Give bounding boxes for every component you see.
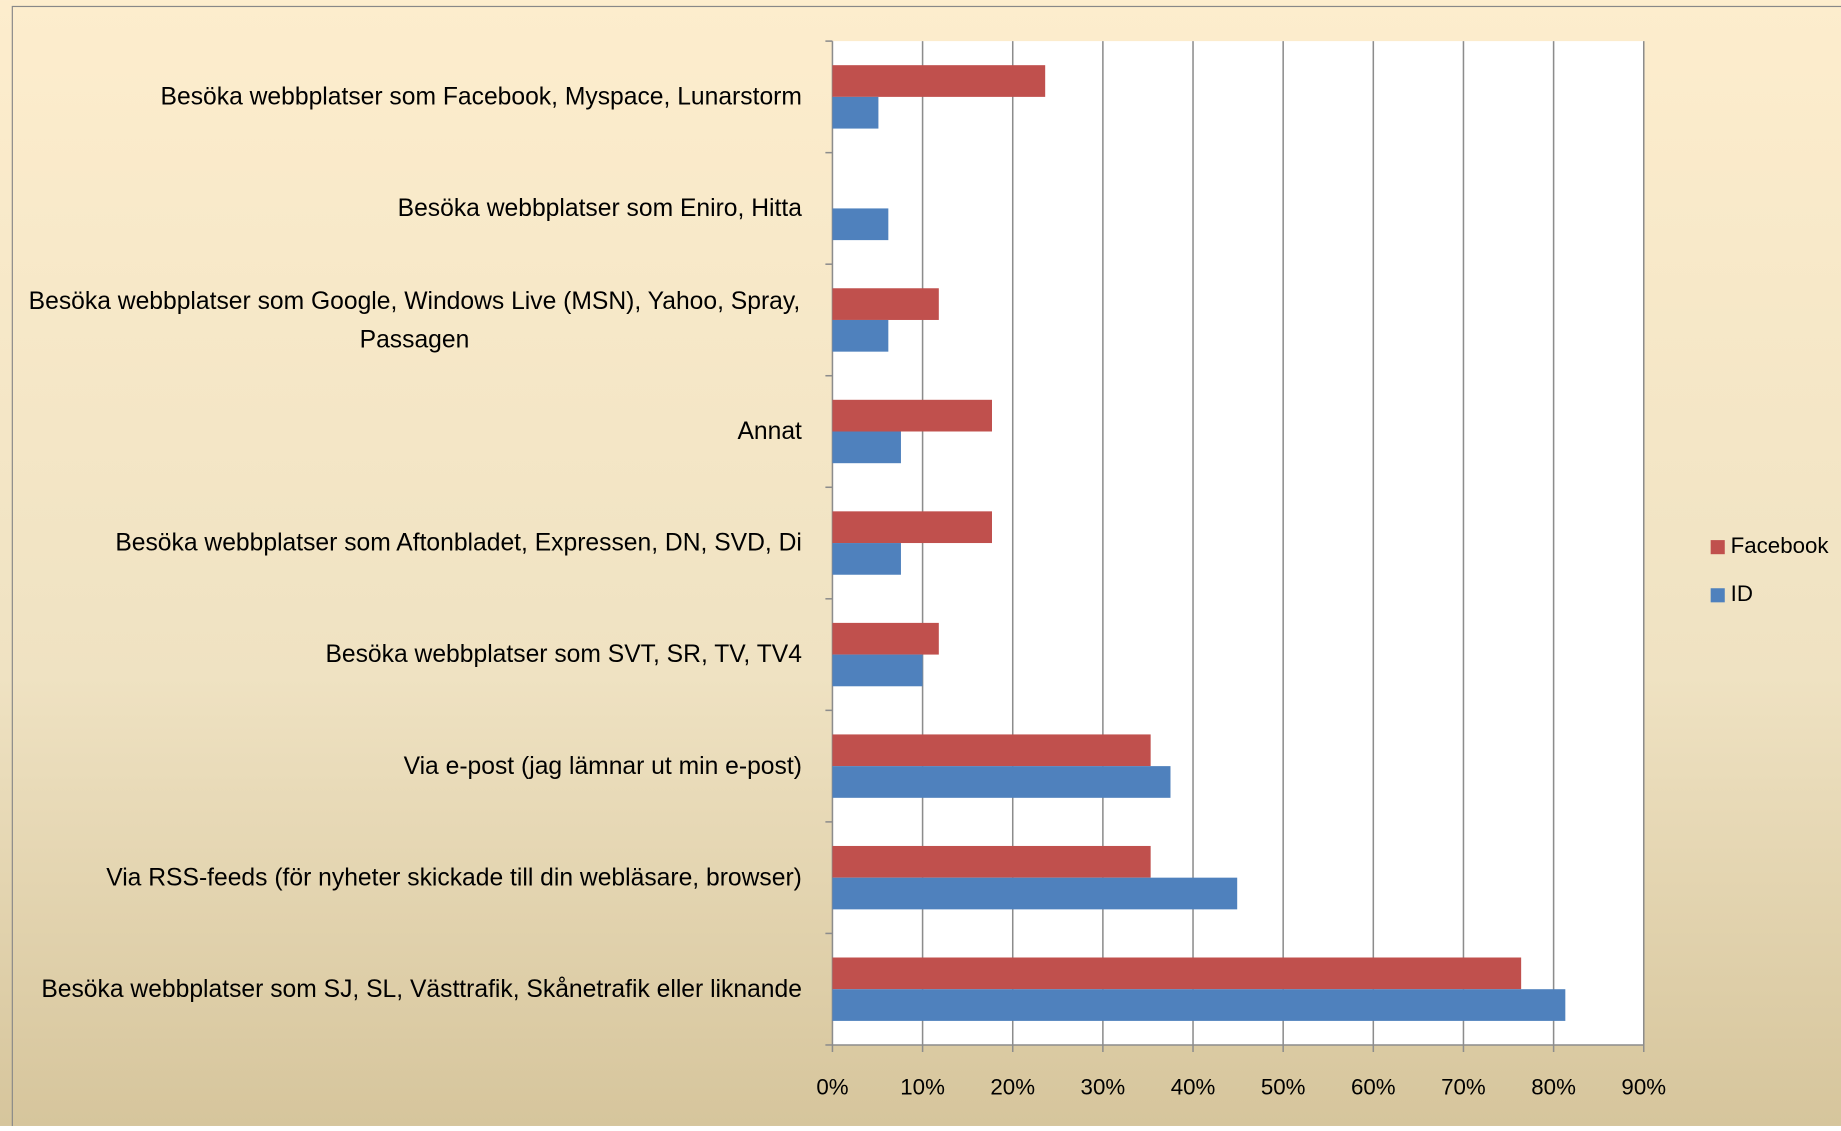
y-tick-label-box: Besöka webbplatser som SVT, SR, TV, TV4 bbox=[27, 599, 802, 711]
bar bbox=[832, 96, 879, 129]
bar bbox=[832, 288, 939, 320]
y-tick-label-box: Besöka webbplatser som SJ, SL, Västtrafi… bbox=[27, 933, 802, 1045]
bar bbox=[832, 845, 1151, 878]
y-tick-label-wrap: Besöka webbplatser som Facebook, Myspace… bbox=[27, 41, 802, 153]
bar bbox=[832, 989, 1566, 1021]
bar bbox=[832, 877, 1238, 910]
bar bbox=[832, 543, 901, 575]
x-tick-label: 0% bbox=[816, 1074, 848, 1099]
y-tick-label-box: Via RSS-feeds (för nyheter skickade till… bbox=[27, 822, 802, 934]
y-tick-label: Besöka webbplatser som Eniro, Hitta bbox=[397, 194, 802, 222]
y-tick-label-wrap: Besöka webbplatser som Eniro, Hitta bbox=[27, 153, 802, 265]
x-tick-label: 50% bbox=[1261, 1074, 1306, 1099]
legend-swatch bbox=[1710, 540, 1725, 555]
bar bbox=[832, 734, 1151, 767]
y-tick-label-wrap: Annat bbox=[27, 376, 802, 488]
y-tick-label-wrap: Besöka webbplatser som SVT, SR, TV, TV4 bbox=[27, 599, 802, 711]
x-tick-label: 70% bbox=[1441, 1074, 1486, 1099]
y-tick-label: Annat bbox=[737, 417, 802, 446]
bar bbox=[832, 65, 1046, 97]
y-tick-label-box: Besöka webbplatser som Google, Windows L… bbox=[27, 264, 802, 376]
x-tick-label: 10% bbox=[900, 1074, 945, 1099]
y-tick-label-box: Via e-post (jag lämnar ut min e-post) bbox=[27, 710, 802, 822]
y-tick-label-box: Besöka webbplatser som Aftonbladet, Expr… bbox=[27, 487, 802, 599]
y-tick-label-wrap: Besöka webbplatser som Aftonbladet, Expr… bbox=[27, 487, 802, 599]
x-tick-label: 30% bbox=[1081, 1074, 1126, 1099]
bar bbox=[832, 431, 901, 464]
x-tick-label: 80% bbox=[1531, 1074, 1576, 1099]
legend-swatch bbox=[1710, 588, 1725, 603]
y-tick-label: Via RSS-feeds (för nyheter skickade till… bbox=[106, 864, 802, 892]
bar bbox=[832, 622, 939, 655]
x-tick-label: 60% bbox=[1351, 1074, 1396, 1099]
bar bbox=[832, 319, 889, 352]
bar bbox=[832, 399, 992, 432]
y-tick-label: Besöka webbplatser som Aftonbladet, Expr… bbox=[115, 529, 802, 557]
y-tick-label-wrap: Via RSS-feeds (för nyheter skickade till… bbox=[27, 822, 802, 934]
y-tick-label-box: Besöka webbplatser som Facebook, Myspace… bbox=[27, 41, 802, 153]
legend-label: Facebook bbox=[1731, 533, 1830, 558]
bar bbox=[832, 654, 923, 687]
y-tick-label-box: Besöka webbplatser som Eniro, Hitta bbox=[27, 153, 802, 265]
y-tick-label: Besöka webbplatser som SVT, SR, TV, TV4 bbox=[325, 641, 802, 669]
bar bbox=[832, 766, 1171, 798]
x-tick-label: 40% bbox=[1171, 1074, 1216, 1099]
y-tick-label: Besöka webbplatser som SJ, SL, Västtrafi… bbox=[41, 975, 802, 1003]
y-tick-label: Besöka webbplatser som Google, Windows L… bbox=[28, 287, 801, 353]
y-tick-label-wrap: Besöka webbplatser som Google, Windows L… bbox=[27, 264, 802, 376]
bar bbox=[832, 957, 1522, 990]
bar bbox=[832, 208, 889, 241]
x-tick-label: 20% bbox=[990, 1074, 1035, 1099]
chart-border bbox=[11, 5, 1841, 1131]
y-tick-label-wrap: Via e-post (jag lämnar ut min e-post) bbox=[27, 710, 802, 822]
bar bbox=[832, 511, 992, 544]
legend-label: ID bbox=[1731, 581, 1753, 606]
y-tick-label: Besöka webbplatser som Facebook, Myspace… bbox=[160, 83, 802, 111]
x-tick-label: 90% bbox=[1621, 1074, 1666, 1099]
y-tick-label-box: Annat bbox=[27, 376, 802, 488]
y-tick-label: Via e-post (jag lämnar ut min e-post) bbox=[403, 752, 802, 780]
y-tick-label-wrap: Besöka webbplatser som SJ, SL, Västtrafi… bbox=[27, 933, 802, 1045]
